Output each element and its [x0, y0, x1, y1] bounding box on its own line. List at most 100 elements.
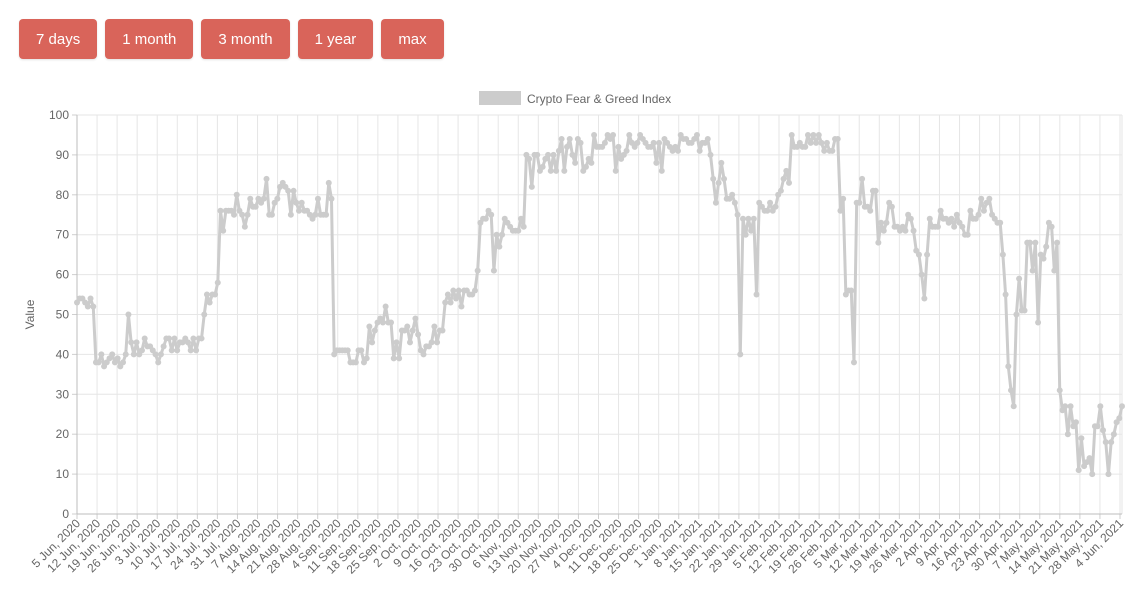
data-point [926, 215, 933, 222]
data-point [721, 175, 728, 182]
data-point [450, 287, 457, 294]
data-point [1100, 427, 1107, 434]
data-point [875, 239, 882, 246]
data-point [572, 159, 579, 166]
range-max-button[interactable]: max [381, 19, 444, 59]
data-point [293, 199, 300, 206]
data-point [295, 207, 302, 214]
data-point [285, 187, 292, 194]
data-point [233, 191, 240, 198]
data-point [290, 187, 297, 194]
range-3-month-button[interactable]: 3 month [201, 19, 290, 59]
data-point [1002, 291, 1009, 298]
data-point [564, 143, 571, 150]
data-point [739, 215, 746, 222]
data-point [447, 299, 454, 306]
data-point [815, 131, 822, 138]
data-point [87, 295, 94, 302]
data-point [203, 291, 210, 298]
data-point [393, 339, 400, 346]
data-point [802, 143, 809, 150]
legend-swatch [479, 91, 521, 105]
data-point [880, 227, 887, 234]
data-point [379, 319, 386, 326]
data-point [366, 323, 373, 330]
data-point [287, 211, 294, 218]
data-point [409, 327, 416, 334]
data-point [577, 139, 584, 146]
data-point [967, 207, 974, 214]
data-point [867, 207, 874, 214]
data-point [1072, 419, 1079, 426]
data-point [547, 167, 554, 174]
data-point [658, 167, 665, 174]
data-point [1056, 387, 1063, 394]
data-point [252, 203, 259, 210]
data-point [155, 359, 162, 366]
data-point [442, 299, 449, 306]
data-point [190, 335, 197, 342]
data-point [247, 195, 254, 202]
data-point [696, 147, 703, 154]
legend: Crypto Fear & Greed Index [479, 91, 671, 106]
data-point [856, 199, 863, 206]
data-point [818, 139, 825, 146]
grid [76, 114, 1123, 515]
data-point [1086, 455, 1093, 462]
data-point [859, 175, 866, 182]
data-point [260, 195, 267, 202]
data-point [352, 359, 359, 366]
series-line [75, 133, 1124, 476]
data-point [1075, 467, 1082, 474]
data-point [404, 323, 411, 330]
y-tick-label: 70 [56, 228, 70, 242]
data-point [312, 211, 319, 218]
data-point [490, 267, 497, 274]
data-point [610, 131, 617, 138]
range-1-year-button[interactable]: 1 year [297, 19, 374, 59]
data-point [120, 359, 127, 366]
data-point [431, 323, 438, 330]
data-point [964, 231, 971, 238]
data-point [837, 207, 844, 214]
data-point [545, 151, 552, 158]
y-tick-label: 30 [56, 387, 70, 401]
range-1-month-button[interactable]: 1 month [105, 19, 194, 59]
data-point [390, 355, 397, 362]
data-point [193, 347, 200, 354]
data-point [263, 175, 270, 182]
data-point [772, 203, 779, 210]
data-point [268, 211, 275, 218]
y-tick-label: 80 [56, 188, 70, 202]
range-7-days-button[interactable]: 7 days [19, 19, 98, 59]
data-point [515, 227, 522, 234]
y-tick-label: 40 [56, 347, 70, 361]
data-point [1108, 439, 1115, 446]
data-point [737, 351, 744, 358]
data-point [534, 151, 541, 158]
data-point [528, 183, 535, 190]
data-point [439, 327, 446, 334]
data-point [934, 223, 941, 230]
data-point [434, 339, 441, 346]
data-point [561, 167, 568, 174]
data-point [924, 251, 931, 258]
data-point [623, 147, 630, 154]
data-point [125, 311, 132, 318]
data-point [915, 251, 922, 258]
data-point [1040, 255, 1047, 262]
data-point [231, 211, 238, 218]
data-point [848, 287, 855, 294]
data-point [114, 355, 121, 362]
data-point [959, 223, 966, 230]
data-point [656, 139, 663, 146]
data-point [388, 319, 395, 326]
data-point [1105, 471, 1112, 478]
data-point [415, 331, 422, 338]
data-point [90, 303, 97, 310]
data-point [742, 231, 749, 238]
data-point [764, 207, 771, 214]
data-point [84, 303, 91, 310]
data-point [1064, 431, 1071, 438]
